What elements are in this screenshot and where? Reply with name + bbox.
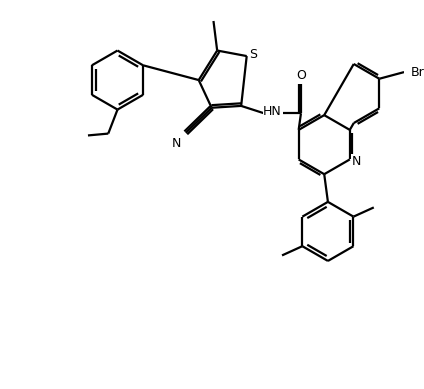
Text: S: S <box>249 48 257 61</box>
Text: HN: HN <box>263 105 282 118</box>
Text: O: O <box>296 69 306 82</box>
Text: N: N <box>352 155 361 168</box>
Text: Br: Br <box>410 66 424 79</box>
Text: N: N <box>172 137 181 150</box>
